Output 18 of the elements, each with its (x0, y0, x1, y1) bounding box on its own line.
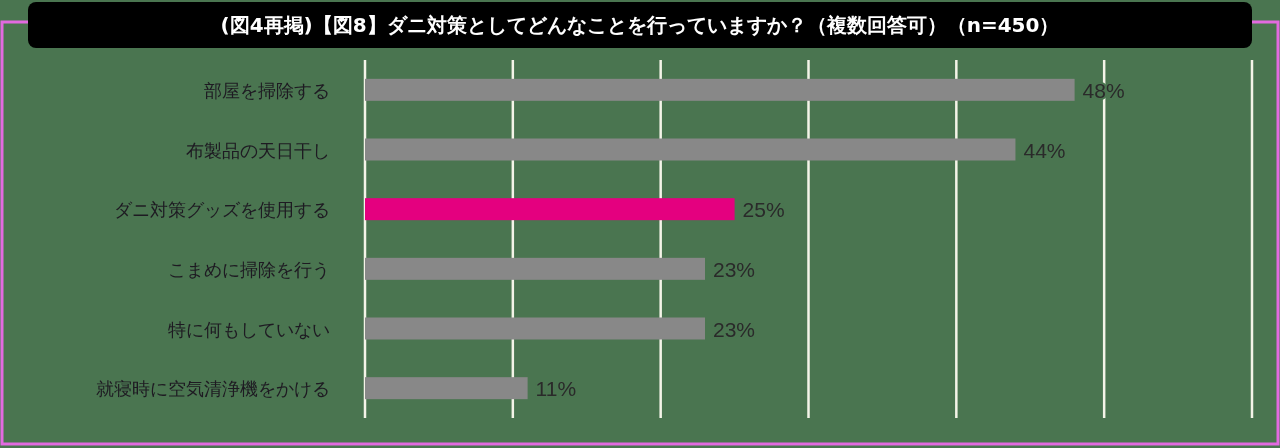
data-label: 25% (742, 198, 785, 222)
chart-title: (図4再掲)【図8】ダニ対策としてどんなことを行っていますか？（複数回答可）（n=450） (220, 13, 1060, 37)
bar (365, 138, 1016, 161)
data-label: 11% (535, 377, 577, 401)
y-tick-label: ダニ対策グッズを使用する (114, 199, 330, 221)
y-tick-label: 就寝時に空気清浄機をかける (96, 378, 330, 400)
bar (365, 317, 706, 340)
y-tick-label: 部屋を掃除する (204, 79, 330, 101)
bar (365, 198, 735, 221)
y-tick-label: 布製品の天日干し (186, 139, 330, 161)
data-label: 44% (1023, 138, 1066, 162)
bar (365, 377, 528, 400)
data-label: 23% (713, 317, 756, 341)
y-tick-label: こまめに掃除を行う (168, 258, 330, 280)
bar (365, 78, 1075, 101)
y-tick-label: 特に何もしていない (168, 318, 330, 340)
data-label: 23% (713, 257, 756, 281)
bar (365, 257, 706, 280)
